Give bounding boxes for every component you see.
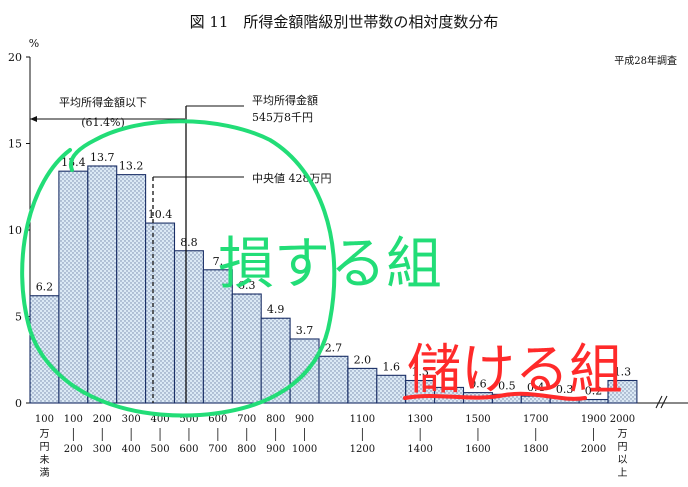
bar: [347, 367, 378, 404]
x-tick-vertical-char: 満: [39, 467, 49, 479]
below-average-percent: (61.4%): [81, 116, 125, 129]
y-unit-label: %: [29, 37, 39, 50]
bar-value-label: 6.2: [36, 281, 54, 294]
bar-value-label: 2.7: [325, 341, 343, 354]
bar-value-label: 4.9: [267, 303, 285, 316]
bar-value-label: 0.4: [527, 381, 545, 394]
x-tick-bottom: 1600: [465, 444, 490, 455]
bar: [58, 170, 89, 404]
survey-note: 平成28年調査: [614, 54, 677, 67]
x-tick-bottom: 600: [179, 444, 198, 455]
gain-group-text: 儲ける組: [407, 338, 623, 401]
x-tick-vertical-char: 万: [39, 429, 49, 440]
bar: [607, 379, 638, 404]
x-tick-top: 100: [64, 414, 83, 425]
chart-title: 図 11 所得金額階級別世帯数の相対度数分布: [190, 13, 499, 31]
mean-label: 平均所得金額: [252, 93, 318, 107]
bar-value-label: 1.3: [614, 366, 632, 379]
x-tick-top: 500: [179, 414, 198, 425]
x-tick-top: 200: [93, 414, 112, 425]
x-tick-bottom: 1200: [350, 444, 375, 455]
bar-value-label: 1.3: [411, 366, 429, 379]
x-tick-top: 400: [151, 414, 170, 425]
bar: [29, 295, 60, 404]
x-tick-bottom: 1400: [407, 444, 432, 455]
bar: [173, 250, 204, 404]
bar: [116, 174, 147, 404]
x-tick-vertical-char: 円: [39, 442, 49, 453]
x-tick-top: 1900: [581, 414, 606, 425]
x-tick-bottom: 900: [266, 444, 285, 455]
x-tick-top: 1100: [350, 414, 375, 425]
x-tick-bottom: 2000: [581, 444, 606, 455]
median-label: 中央値 428万円: [252, 172, 332, 185]
bar-value-label: 0.3: [556, 383, 574, 396]
x-tick-top: 2000: [610, 414, 635, 425]
bar-value-label: 0.5: [498, 379, 516, 392]
y-tick-label: 20: [8, 51, 22, 64]
x-tick-bottom: 500: [151, 444, 170, 455]
x-tick-top: 300: [122, 414, 141, 425]
x-tick-bottom: 1800: [523, 444, 548, 455]
x-tick-top: 100: [35, 414, 54, 425]
green-circle-stroke: [20, 119, 337, 418]
bar: [87, 165, 118, 404]
x-tick-bottom: 200: [64, 444, 83, 455]
x-tick-top: 1300: [407, 414, 432, 425]
axis-break-mark: [655, 395, 668, 409]
x-tick-top: 600: [208, 414, 227, 425]
x-tick-vertical-char: 上: [617, 467, 627, 479]
x-tick-top: 700: [237, 414, 256, 425]
mean-value: 545万8千円: [252, 111, 313, 124]
red-underline: [403, 391, 587, 401]
below-average-arrowhead: [30, 116, 37, 122]
bar-value-label: 6.3: [238, 279, 256, 292]
x-tick-vertical-char: 万: [617, 429, 627, 440]
bar: [231, 293, 262, 404]
x-tick-bottom: 300: [93, 444, 112, 455]
x-tick-vertical-char: 未: [39, 454, 49, 466]
bar-value-label: 2.0: [354, 353, 372, 366]
bars: [29, 165, 638, 404]
x-tick-top: 900: [295, 414, 314, 425]
bar-value-label: 8.8: [180, 236, 198, 249]
bar: [202, 269, 233, 404]
x-tick-top: 1500: [465, 414, 490, 425]
y-tick-label: 10: [8, 224, 22, 237]
bar-value-label: 13.7: [90, 151, 115, 164]
x-tick-bottom: 1000: [292, 444, 317, 455]
bar: [145, 222, 176, 404]
bar-value-label: 0.2: [585, 385, 603, 398]
value-labels: 6.2 13.4 13.7 13.2 10.4 8.8 7. 6.3 4.9 3.7 2.7 2.0 1…: [36, 151, 632, 398]
x-tick-top: 1700: [523, 414, 548, 425]
x-tick-bottom: 400: [122, 444, 141, 455]
bar-value-label: 13.2: [119, 160, 144, 173]
x-tick-bottom: 700: [208, 444, 227, 455]
below-average-label: 平均所得金額以下: [59, 95, 147, 109]
x-tick-vertical-char: 以: [617, 455, 627, 466]
x-tick-vertical-char: 円: [617, 442, 627, 453]
y-tick-label: 5: [15, 311, 22, 324]
x-tick-labels: 100万円未満100200200300300400400500500600600…: [35, 414, 635, 479]
bar-value-label: 3.7: [296, 324, 314, 337]
bar-value-label: 13.4: [61, 156, 86, 169]
bar: [318, 355, 349, 404]
handwritten-overlay: 損する組 儲ける組: [20, 119, 623, 418]
bar-value-label: 0.6: [469, 378, 487, 391]
y-tick-label: 15: [8, 138, 22, 151]
loss-group-text: 損する組: [218, 232, 442, 297]
bar: [376, 374, 407, 404]
bar-value-label: 1.6: [383, 360, 401, 373]
bar-value-label: 10.4: [148, 208, 173, 221]
y-tick-label: 0: [15, 397, 22, 410]
bar-value-label: 7.: [213, 255, 224, 268]
x-tick-top: 800: [266, 414, 285, 425]
x-tick-bottom: 800: [237, 444, 256, 455]
